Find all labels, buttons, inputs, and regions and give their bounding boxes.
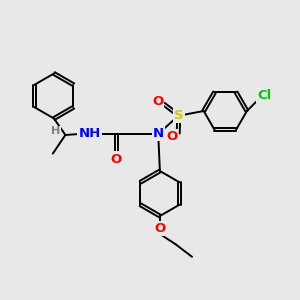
Text: O: O — [166, 130, 177, 143]
Text: Cl: Cl — [257, 89, 272, 102]
Text: NH: NH — [78, 127, 100, 140]
Text: O: O — [152, 94, 164, 108]
Text: H: H — [51, 126, 60, 136]
Text: O: O — [154, 222, 166, 235]
Text: O: O — [111, 152, 122, 166]
Text: N: N — [153, 127, 164, 140]
Text: S: S — [174, 109, 184, 122]
